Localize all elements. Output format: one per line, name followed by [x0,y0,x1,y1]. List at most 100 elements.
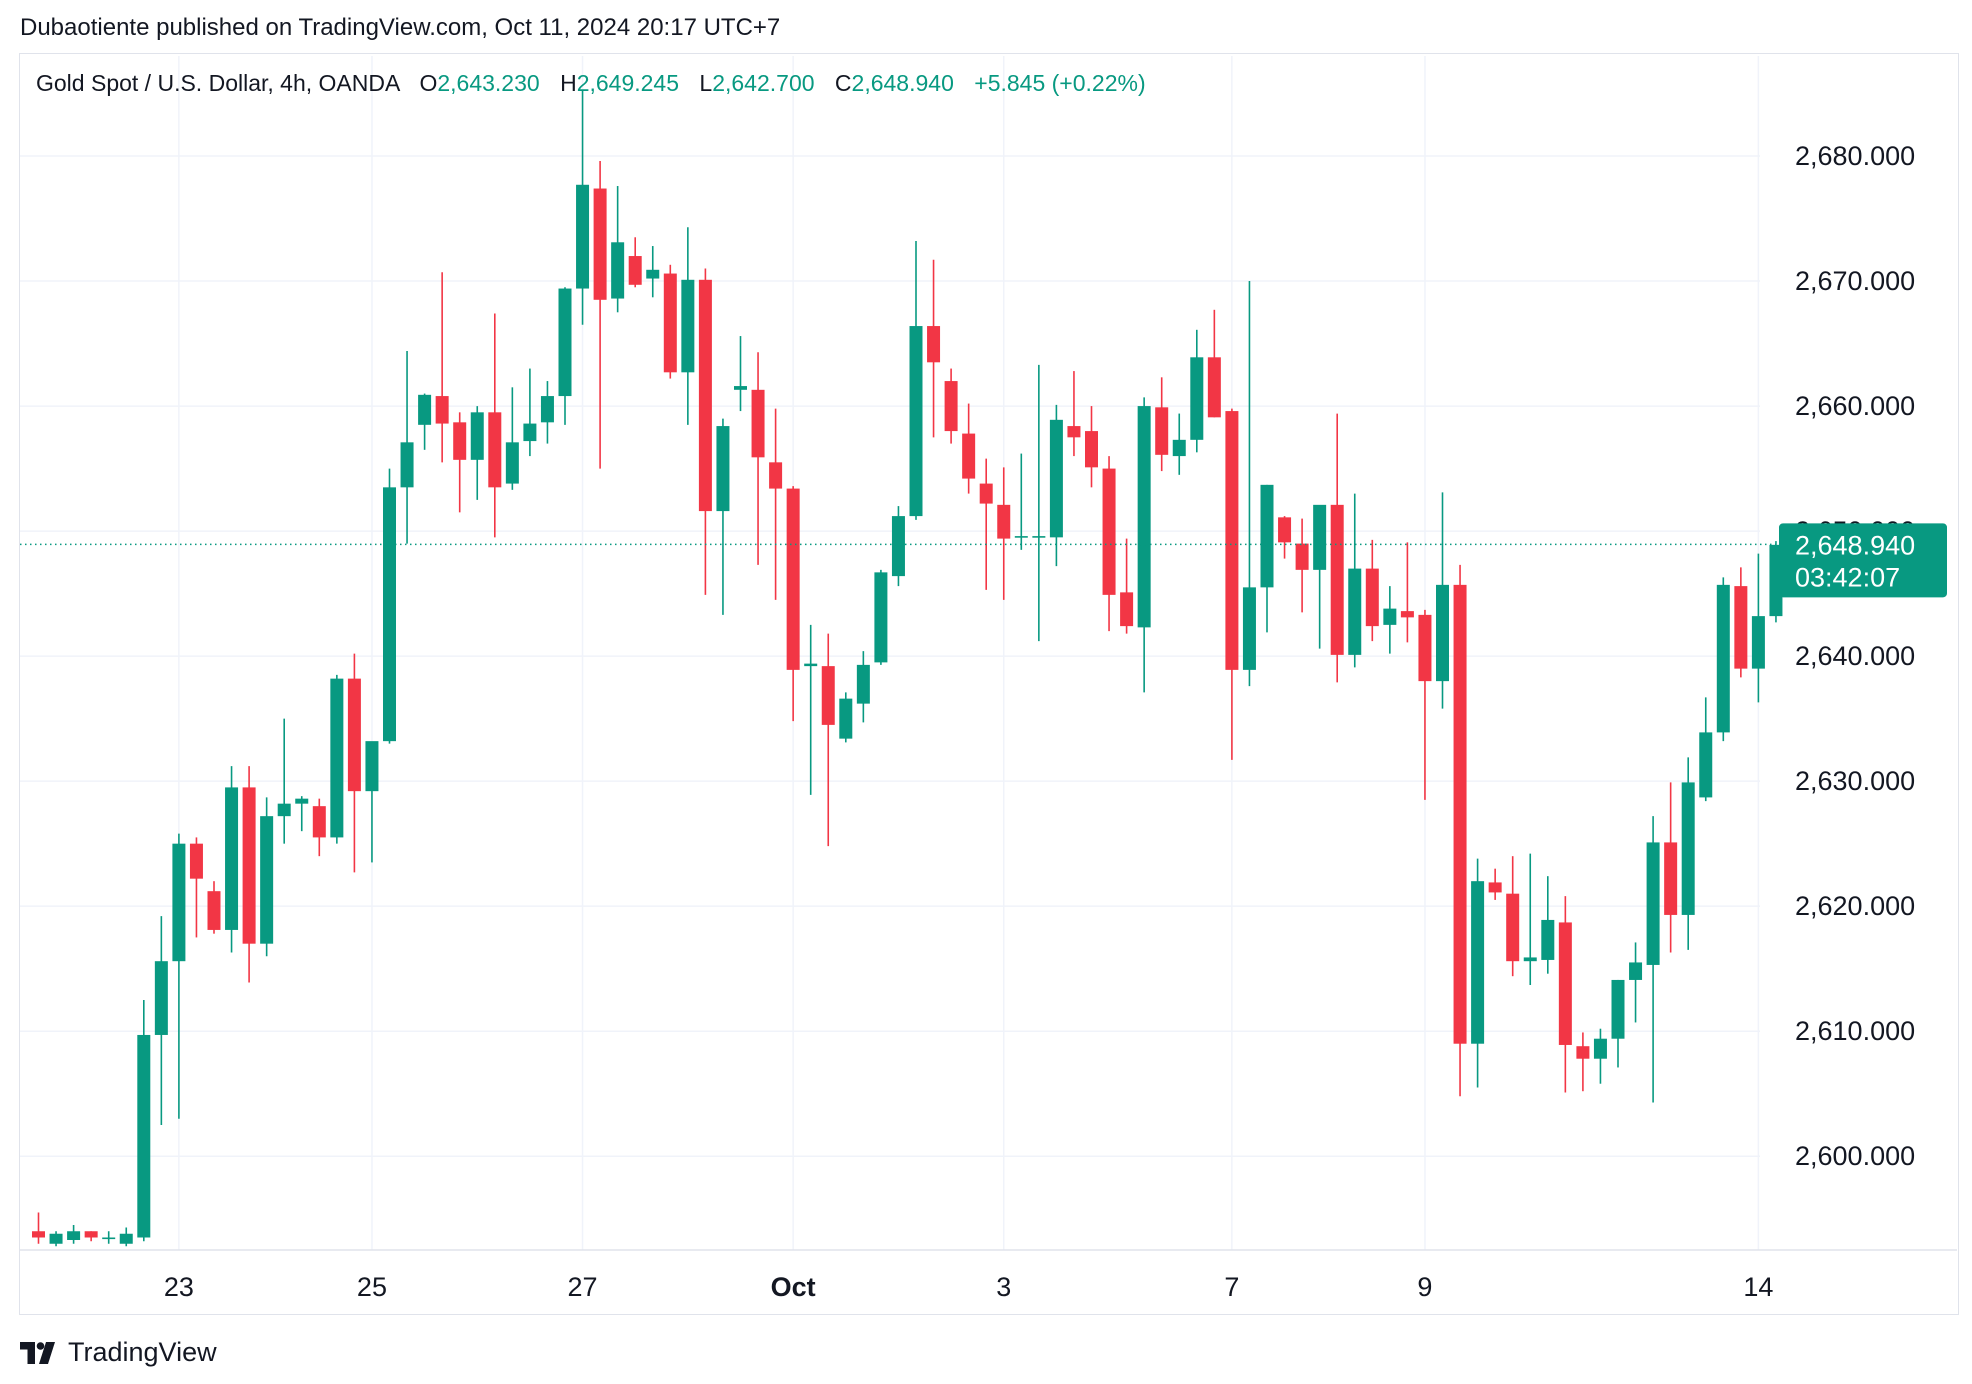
candle [1716,577,1730,742]
x-tick-label: 25 [357,1272,387,1302]
candle-body [49,1233,63,1244]
candle [1699,697,1713,802]
candle-body [927,326,941,363]
candle [821,633,835,847]
candle-body [470,412,484,460]
candle-body [1541,919,1555,960]
candle-body [418,394,432,425]
candle [1067,371,1081,457]
candle [470,406,484,500]
candle [312,798,326,857]
candle [1453,564,1467,1097]
x-tick-label: 9 [1417,1272,1432,1302]
candle-body [646,269,660,279]
candle [1664,782,1678,953]
candle-body [277,803,291,817]
candle-body [751,389,765,458]
candle-body [1032,536,1046,538]
candle-body [32,1231,45,1238]
candle [698,268,712,595]
x-tick-label: 14 [1743,1272,1773,1302]
candle-body [383,487,396,742]
x-tick-label: 3 [996,1272,1011,1302]
candle-body [628,256,642,285]
candle [435,272,449,463]
candle-body [611,242,625,299]
candle [1593,1028,1607,1084]
y-tick-label: 2,660.000 [1795,391,1915,421]
candle [1488,868,1502,900]
candle-body [856,664,870,704]
candle-body [488,412,502,488]
candle [1629,942,1643,1023]
candle [347,653,361,873]
candle-body [1629,962,1643,980]
candle-body [891,516,905,577]
candle-body [1137,406,1151,628]
candle-body [874,572,888,663]
candle-body [189,843,203,879]
last-price-label: 2,648.940 [1795,530,1915,560]
low-value: 2,642.700 [712,70,815,96]
candle-body [909,326,923,517]
candle [67,1224,81,1244]
candle [786,486,800,722]
candle [1313,504,1327,649]
y-tick-label: 2,620.000 [1795,891,1915,921]
candle [1523,853,1537,985]
candle [225,766,239,953]
candle [154,916,168,1125]
candle-body [365,741,379,792]
candle [400,351,414,544]
candle-body [576,184,590,289]
candle [137,999,151,1242]
candle [119,1227,133,1247]
candle [1120,538,1134,634]
candle-body [962,433,976,479]
candle-body [681,279,695,373]
candle-body [1436,584,1449,682]
y-tick-label: 2,600.000 [1795,1141,1915,1171]
candle-body [312,806,326,838]
candle-body [102,1237,116,1240]
close-label: C [834,70,852,96]
candle-body [734,386,747,390]
candle-body [1611,979,1625,1039]
candle [856,651,870,723]
candle [1295,518,1309,613]
candle-body [1523,957,1537,962]
symbol-legend: Gold Spot / U.S. Dollar, 4h, OANDA O2,64… [36,70,1146,97]
candle-body [1014,536,1028,538]
candle-body [137,1034,151,1238]
candle-body [1067,426,1081,438]
grid [20,56,1760,1250]
candle [1558,896,1572,1093]
candle [1734,567,1748,678]
candle [979,458,993,590]
candle-body [154,961,168,1035]
x-tick-label: Oct [771,1272,816,1302]
footer: TradingView [20,1337,217,1368]
candle [1400,542,1414,643]
candle-body [67,1231,81,1240]
candle-body [1576,1046,1590,1059]
symbol-name: Gold Spot / U.S. Dollar, 4h, OANDA [36,70,400,96]
candle-body [119,1233,133,1244]
candle [172,833,186,1119]
candle [1278,516,1292,559]
candle-body [505,442,519,484]
candle [295,796,309,832]
open-value: 2,643.230 [437,70,540,96]
candle-body [172,843,186,962]
candle-body [1488,882,1502,893]
candle [1207,309,1221,418]
candle-body [944,381,958,432]
candle-body [804,663,818,667]
candle [663,264,677,379]
candle [576,89,590,325]
candle [1471,858,1485,1088]
candle-body [1558,922,1572,1045]
candle [1611,979,1625,1068]
